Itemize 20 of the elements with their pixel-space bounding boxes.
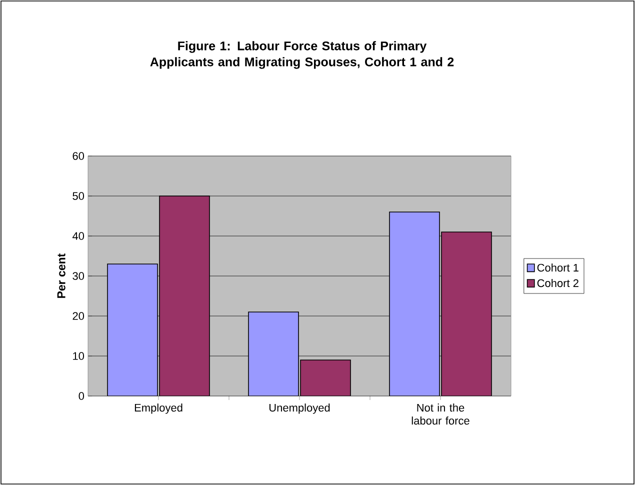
y-tick-label: 40 <box>72 232 84 240</box>
y-tick-label: 50 <box>72 192 84 200</box>
y-tick-label: 0 <box>78 392 84 400</box>
y-tick-label: 10 <box>73 352 84 360</box>
y-tick-label: 60 <box>72 152 84 160</box>
bar <box>441 232 492 396</box>
x-tick-label: Unemployed <box>269 404 330 414</box>
bar <box>159 196 210 396</box>
y-axis-title: Per cent <box>57 253 66 298</box>
bar <box>300 360 351 396</box>
y-tick-label: 20 <box>72 312 84 320</box>
x-tick-label: Employed <box>134 404 182 414</box>
x-tick-label: Not in the labour force <box>412 404 470 425</box>
y-tick-label: 30 <box>72 272 84 280</box>
bar <box>248 312 299 396</box>
bar <box>107 264 158 396</box>
legend-label: Cohort 1 <box>537 264 578 272</box>
chart-title: Figure 1: Labour Force Status of Primary Applicants and Migrating Spouses, Cohort 1 and 2 <box>150 41 454 69</box>
bar <box>389 212 440 396</box>
legend-label: Cohort 2 <box>537 279 578 288</box>
